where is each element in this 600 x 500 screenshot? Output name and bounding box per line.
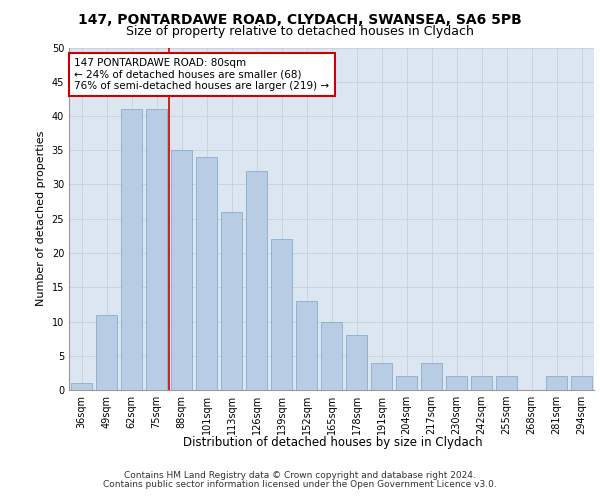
Y-axis label: Number of detached properties: Number of detached properties xyxy=(36,131,46,306)
Text: Contains HM Land Registry data © Crown copyright and database right 2024.: Contains HM Land Registry data © Crown c… xyxy=(124,471,476,480)
Bar xyxy=(196,157,217,390)
Bar xyxy=(171,150,192,390)
Bar xyxy=(371,362,392,390)
Bar xyxy=(96,314,117,390)
Text: Contains public sector information licensed under the Open Government Licence v3: Contains public sector information licen… xyxy=(103,480,497,489)
Bar xyxy=(246,171,267,390)
Text: Size of property relative to detached houses in Clydach: Size of property relative to detached ho… xyxy=(126,25,474,38)
Bar xyxy=(296,301,317,390)
Bar xyxy=(271,240,292,390)
Text: 147, PONTARDAWE ROAD, CLYDACH, SWANSEA, SA6 5PB: 147, PONTARDAWE ROAD, CLYDACH, SWANSEA, … xyxy=(78,12,522,26)
Bar xyxy=(471,376,492,390)
Bar xyxy=(71,383,92,390)
Bar xyxy=(571,376,592,390)
Bar xyxy=(496,376,517,390)
Bar xyxy=(346,335,367,390)
Bar xyxy=(421,362,442,390)
Text: 147 PONTARDAWE ROAD: 80sqm
← 24% of detached houses are smaller (68)
76% of semi: 147 PONTARDAWE ROAD: 80sqm ← 24% of deta… xyxy=(74,58,329,91)
Bar xyxy=(146,109,167,390)
Bar xyxy=(446,376,467,390)
Text: Distribution of detached houses by size in Clydach: Distribution of detached houses by size … xyxy=(183,436,483,449)
Bar xyxy=(121,109,142,390)
Bar xyxy=(221,212,242,390)
Bar xyxy=(546,376,567,390)
Bar xyxy=(396,376,417,390)
Bar xyxy=(321,322,342,390)
